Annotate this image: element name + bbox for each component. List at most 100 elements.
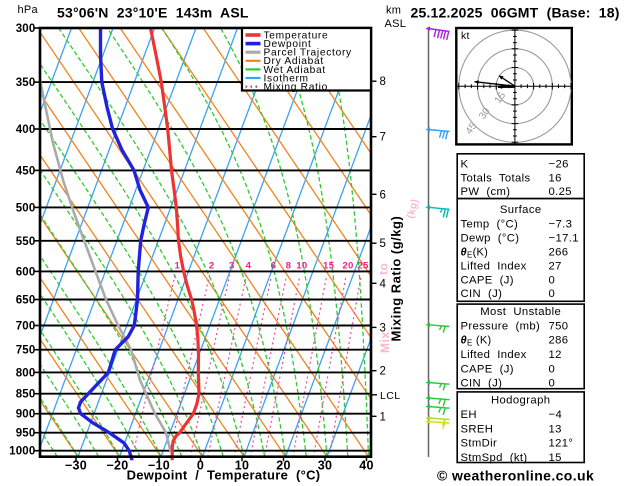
- svg-text:10: 10: [235, 459, 250, 473]
- svg-text:2: 2: [209, 260, 215, 271]
- svg-text:Totals Totals: Totals Totals: [461, 173, 531, 185]
- svg-text:CAPE (J): CAPE (J): [461, 274, 514, 286]
- svg-text:650: 650: [16, 295, 36, 307]
- svg-text:CIN (J): CIN (J): [461, 378, 503, 390]
- svg-text:StmSpd (kt): StmSpd (kt): [461, 452, 528, 464]
- svg-text:to: to: [377, 263, 391, 275]
- svg-text:8: 8: [286, 260, 292, 271]
- svg-text:550: 550: [16, 236, 36, 248]
- svg-text:PW (cm): PW (cm): [461, 186, 511, 198]
- svg-text:CIN (J): CIN (J): [461, 288, 503, 300]
- svg-text:0: 0: [549, 378, 556, 390]
- svg-text:Surface: Surface: [500, 204, 542, 216]
- svg-text:Pressure (mb): Pressure (mb): [461, 321, 541, 333]
- svg-text:750: 750: [549, 321, 569, 333]
- svg-text:800: 800: [16, 367, 36, 379]
- svg-text:16: 16: [549, 173, 562, 185]
- svg-text:km: km: [386, 5, 401, 17]
- svg-text:3: 3: [229, 260, 235, 271]
- svg-text:286: 286: [549, 335, 569, 347]
- svg-text:K: K: [461, 159, 469, 171]
- svg-text:40: 40: [359, 459, 374, 473]
- svg-text:20: 20: [342, 260, 353, 271]
- svg-text:6: 6: [380, 189, 387, 201]
- svg-text:15: 15: [323, 260, 335, 271]
- svg-text:450: 450: [16, 165, 36, 177]
- svg-text:Temp (°C): Temp (°C): [461, 219, 519, 231]
- svg-text:20: 20: [276, 459, 291, 473]
- svg-text:−20: −20: [106, 459, 128, 473]
- svg-text:300: 300: [16, 23, 36, 35]
- svg-text:850: 850: [16, 389, 36, 401]
- svg-text:400: 400: [16, 124, 36, 136]
- svg-text:0.25: 0.25: [549, 186, 572, 198]
- svg-text:25: 25: [357, 260, 369, 271]
- svg-text:600: 600: [16, 266, 36, 278]
- svg-text:500: 500: [16, 202, 36, 214]
- svg-text:30: 30: [318, 459, 333, 473]
- svg-text:−4: −4: [549, 409, 563, 421]
- svg-text:15: 15: [549, 452, 562, 464]
- svg-text:(kg): (kg): [405, 198, 421, 220]
- svg-text:53°06'N 23°10'E 143m ASL: 53°06'N 23°10'E 143m ASL: [57, 5, 249, 21]
- svg-text:3: 3: [380, 322, 387, 334]
- svg-text:Dewpoint: Dewpoint: [264, 39, 312, 50]
- svg-text:Most Unstable: Most Unstable: [480, 306, 561, 318]
- svg-text:13: 13: [549, 423, 562, 435]
- svg-text:700: 700: [16, 321, 36, 333]
- svg-text:Mixing Ratio (g/kg): Mixing Ratio (g/kg): [389, 216, 404, 342]
- svg-text:−30: −30: [65, 459, 87, 473]
- svg-text:Mix: Mix: [378, 331, 392, 353]
- svg-text:8: 8: [380, 76, 387, 88]
- svg-text:1000: 1000: [9, 446, 35, 458]
- svg-text:Dry Adiabat: Dry Adiabat: [264, 56, 324, 67]
- svg-text:0: 0: [549, 364, 556, 376]
- svg-text:4: 4: [246, 260, 252, 271]
- svg-text:Dewp (°C): Dewp (°C): [461, 233, 520, 245]
- svg-text:kt: kt: [461, 30, 470, 42]
- svg-text:θE(K): θE(K): [461, 246, 489, 259]
- svg-text:−17.1: −17.1: [549, 233, 579, 245]
- svg-text:−10: −10: [148, 459, 170, 473]
- svg-text:SREH: SREH: [461, 423, 494, 435]
- svg-text:12: 12: [549, 349, 562, 361]
- svg-text:−7.3: −7.3: [549, 219, 573, 231]
- svg-text:CAPE (J): CAPE (J): [461, 364, 514, 376]
- svg-text:0: 0: [197, 459, 204, 473]
- svg-text:© weatheronline.co.uk: © weatheronline.co.uk: [437, 468, 594, 484]
- svg-text:5: 5: [380, 238, 387, 250]
- svg-text:1: 1: [174, 260, 180, 271]
- svg-text:1: 1: [380, 411, 387, 423]
- svg-text:121°: 121°: [549, 438, 574, 450]
- svg-text:750: 750: [16, 345, 36, 357]
- svg-text:2: 2: [380, 366, 387, 378]
- svg-text:−26: −26: [549, 159, 569, 171]
- svg-text:Isotherm: Isotherm: [264, 73, 309, 84]
- svg-text:7: 7: [380, 132, 387, 144]
- svg-text:Dewpoint / Temperature (°C): Dewpoint / Temperature (°C): [127, 468, 321, 483]
- svg-text:10: 10: [296, 260, 307, 271]
- svg-text:266: 266: [549, 246, 569, 258]
- svg-text:ASL: ASL: [385, 18, 407, 30]
- svg-text:Parcel Trajectory: Parcel Trajectory: [264, 48, 353, 59]
- svg-text:6: 6: [271, 260, 277, 271]
- svg-text:4: 4: [380, 278, 387, 290]
- svg-text:27: 27: [549, 261, 562, 273]
- svg-text:StmDir: StmDir: [461, 438, 498, 450]
- svg-text:Lifted Index: Lifted Index: [461, 261, 527, 273]
- svg-text:0: 0: [549, 288, 556, 300]
- svg-text:Lifted Index: Lifted Index: [461, 349, 527, 361]
- svg-text:Temperature: Temperature: [264, 30, 329, 41]
- svg-text:350: 350: [16, 77, 36, 89]
- svg-text:Hodograph: Hodograph: [491, 394, 551, 406]
- svg-text:Mixing Ratio: Mixing Ratio: [264, 82, 328, 93]
- svg-text:Wet Adiabat: Wet Adiabat: [264, 65, 326, 76]
- svg-text:0: 0: [549, 274, 556, 286]
- svg-text:950: 950: [16, 428, 36, 440]
- svg-text:LCL: LCL: [380, 390, 400, 402]
- svg-text:hPa: hPa: [18, 4, 39, 16]
- svg-text:θE (K): θE (K): [461, 335, 492, 348]
- svg-text:25.12.2025 06GMT (Base: 18): 25.12.2025 06GMT (Base: 18): [411, 5, 620, 21]
- svg-text:EH: EH: [461, 409, 477, 421]
- svg-text:900: 900: [16, 409, 36, 421]
